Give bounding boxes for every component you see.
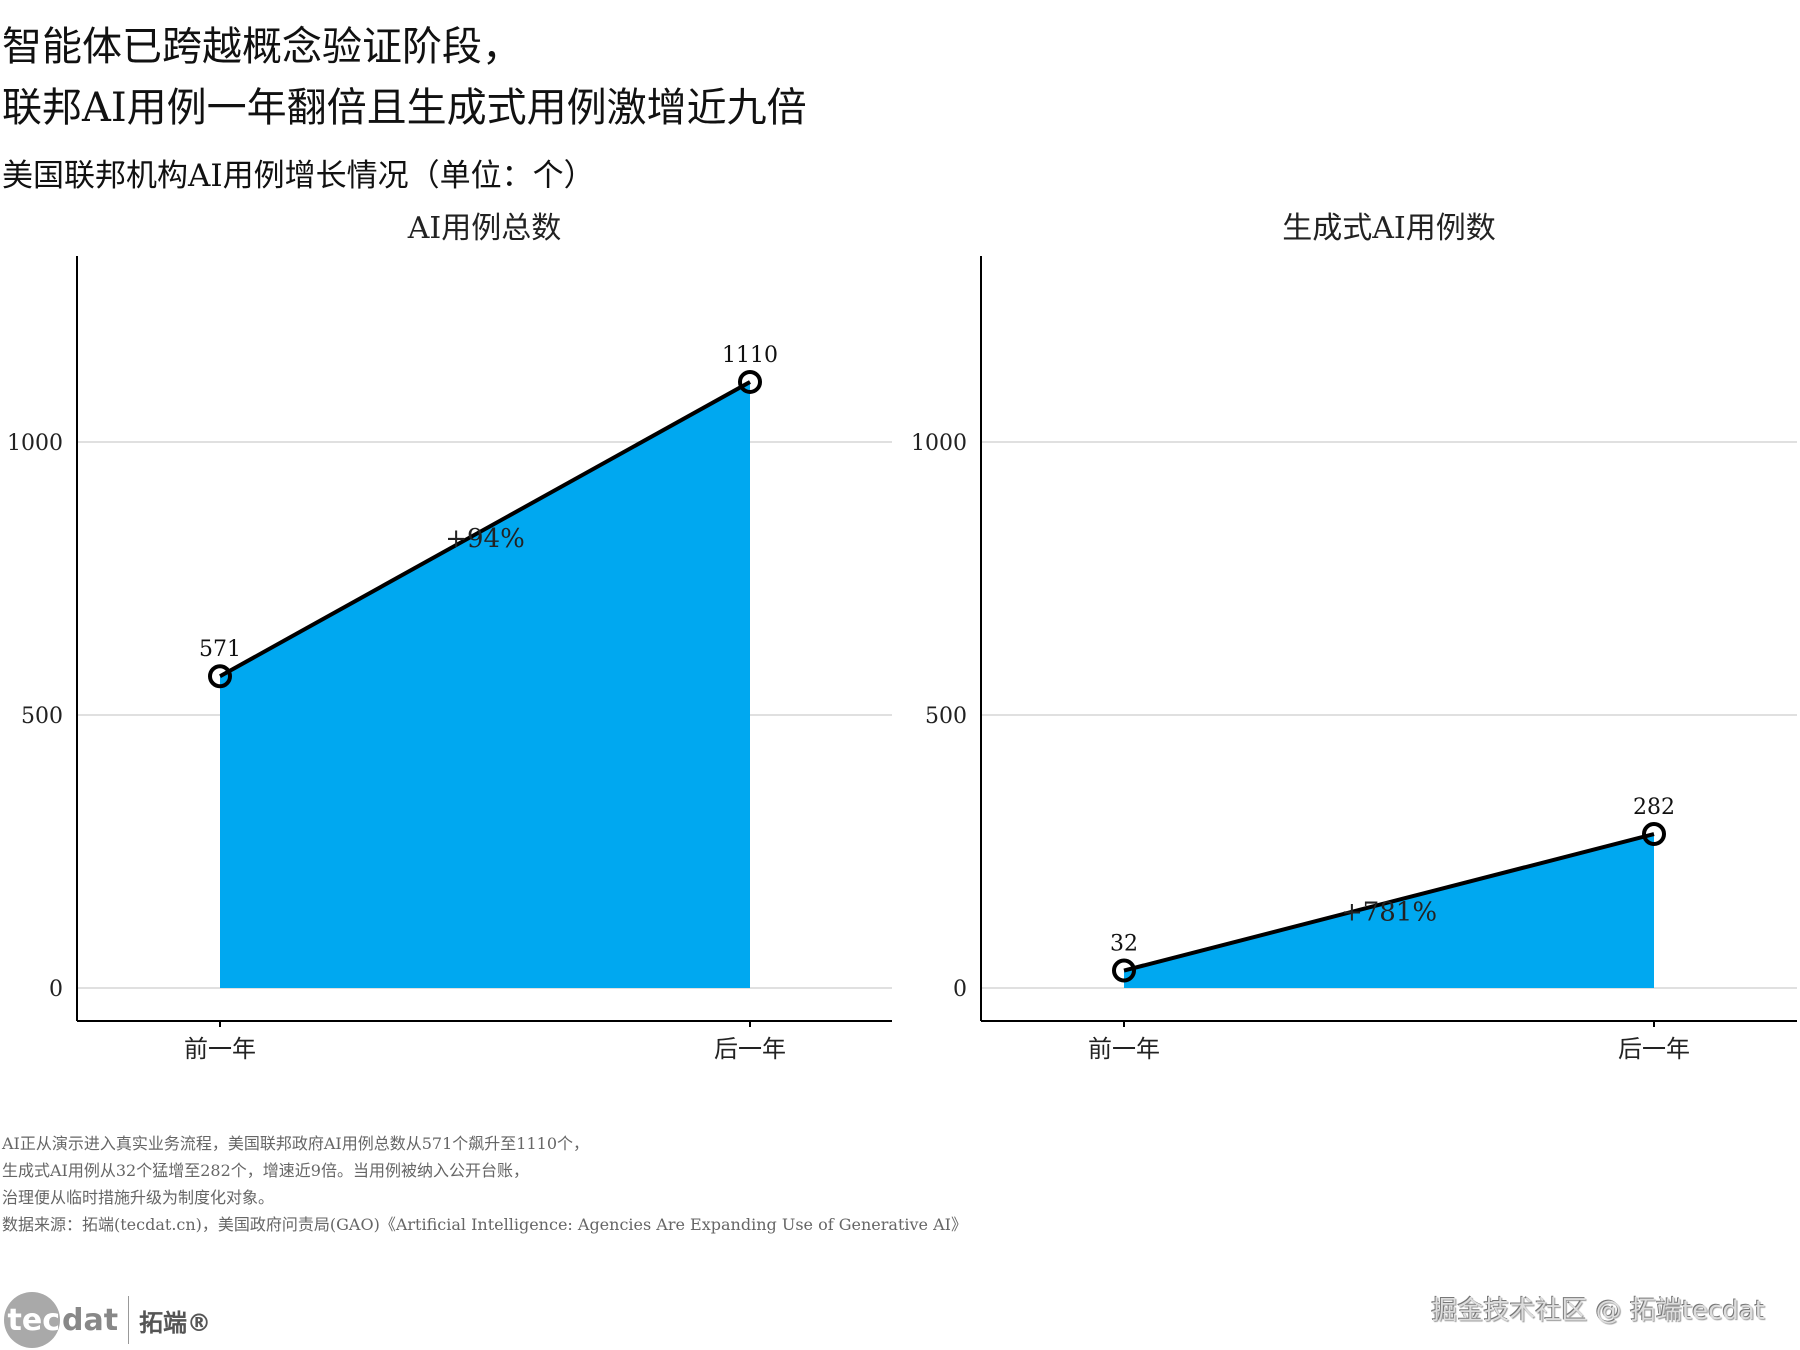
data-point xyxy=(738,369,762,394)
y-tick-label: 1000 xyxy=(911,431,967,456)
series-line xyxy=(219,380,751,678)
watermark: 掘金技术社区 @ 拓端tecdat xyxy=(1431,1296,1765,1326)
logo-text: dat xyxy=(62,1302,119,1338)
logo-divider xyxy=(128,1296,130,1344)
area-fill xyxy=(220,381,750,988)
subtitle: 美国联邦机构AI用例增长情况（单位：个） xyxy=(2,158,595,194)
tecdat-logo: tec dat 拓端® xyxy=(4,1290,211,1350)
data-label: 571 xyxy=(199,637,241,662)
x-tick-label: 前一年 xyxy=(184,1035,256,1063)
change-label: +94% xyxy=(445,524,525,554)
y-tick-label: 500 xyxy=(21,704,63,729)
x-tick-label: 前一年 xyxy=(1088,1035,1160,1063)
x-tick-label: 后一年 xyxy=(1618,1035,1690,1063)
y-tick-label: 1000 xyxy=(7,431,63,456)
data-label: 282 xyxy=(1633,795,1675,820)
charts-area: AI用例总数 0 500 1000 571 1110 +94% 前一年 后一年 生成式AI用例数 0… xyxy=(7,211,1797,1063)
x-tick-label: 后一年 xyxy=(714,1035,786,1063)
title-line-1: 智能体已跨越概念验证阶段， xyxy=(2,24,522,70)
note-line-3: 治理便从临时措施升级为制度化对象。 xyxy=(2,1188,275,1207)
data-point xyxy=(1642,822,1666,847)
panel-title: 生成式AI用例数 xyxy=(1282,211,1496,246)
logo-cn: 拓端® xyxy=(139,1308,212,1337)
logo-circle: tec xyxy=(4,1292,60,1348)
area-fill xyxy=(1124,834,1654,988)
note-line-1: AI正从演示进入真实业务流程，美国联邦政府AI用例总数从571个飙升至1110个… xyxy=(2,1134,590,1153)
data-point xyxy=(1112,958,1136,983)
y-tick-label: 0 xyxy=(49,977,63,1002)
panel-title: AI用例总数 xyxy=(407,211,562,246)
data-point xyxy=(208,664,232,689)
y-tick-label: 500 xyxy=(925,704,967,729)
series-line xyxy=(1123,832,1655,973)
title-line-2: 联邦AI用例一年翻倍且生成式用例激增近九倍 xyxy=(2,85,807,131)
y-tick-label: 0 xyxy=(953,977,967,1002)
data-label: 32 xyxy=(1110,932,1138,957)
source-line: 数据来源：拓端(tecdat.cn)，美国政府问责局(GAO)《Artifici… xyxy=(2,1215,967,1234)
change-label: +781% xyxy=(1341,897,1437,927)
note-line-2: 生成式AI用例从32个猛增至282个，增速近9倍。当用例被纳入公开台账， xyxy=(2,1161,529,1180)
data-label: 1110 xyxy=(722,343,778,368)
